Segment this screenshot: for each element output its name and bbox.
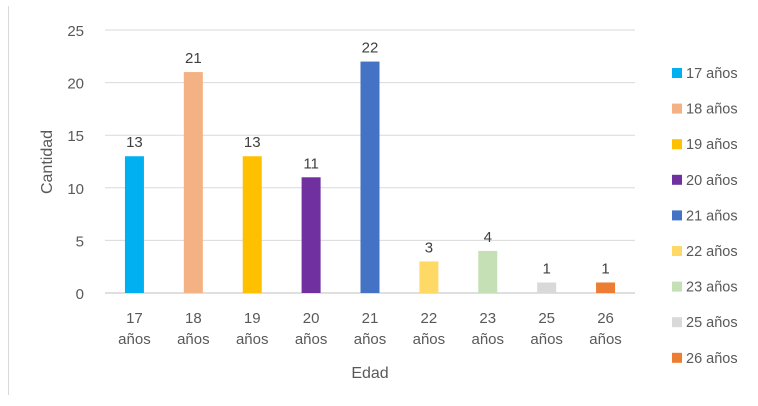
data-label: 13 [244,134,261,151]
legend-swatch [672,68,682,78]
x-tick-label: 22 años [413,310,446,348]
y-tick-label: 0 [76,286,84,303]
y-tick-label: 20 [67,76,84,93]
bar [301,177,321,293]
bar [242,156,262,293]
legend-label: 26 años [686,351,738,367]
legend-label: 18 años [686,102,738,118]
bar [183,72,203,293]
bar [478,250,498,293]
legend-swatch [672,352,682,363]
data-label: 21 [185,50,202,67]
x-tick-label: 25 años [530,310,563,348]
y-axis-ticks: 0 5 10 15 20 25 [67,23,84,303]
data-label: 11 [303,155,319,172]
data-label: 3 [425,239,433,256]
data-label: 1 [601,260,609,277]
bar [360,61,380,294]
legend-swatch [672,139,682,150]
x-tick-label: 23 años [472,310,505,348]
legend: 17 años 18 años 19 años 20 años 21 años 22 añ… [672,66,738,367]
y-tick-label: 5 [76,233,84,250]
y-tick-label: 15 [67,128,84,145]
x-tick-label: 20 años [295,310,328,348]
data-label: 4 [484,229,492,246]
x-tick-label: 26 años [589,310,622,348]
bar [124,156,144,293]
legend-label: 25 años [686,315,738,331]
y-axis-title: Cantidad [39,130,56,194]
legend-label: 23 años [686,280,738,296]
legend-label: 22 años [686,244,738,260]
legend-label: 19 años [686,137,738,153]
x-tick-label: 18 años [177,310,210,348]
data-label: 22 [362,40,379,57]
x-tick-label: 17 años [118,310,151,348]
data-label: 1 [542,260,550,277]
bar [419,261,439,293]
legend-swatch [672,174,682,185]
legend-label: 17 años [686,66,738,82]
bar [537,282,557,293]
x-tick-label: 19 años [236,310,269,348]
x-axis-ticks: 17 años 18 años 19 años 20 años 21 años 22 años 23 añ… [118,310,622,348]
bar [596,282,616,293]
legend-swatch [672,210,682,221]
bars [124,61,616,294]
x-tick-label: 21 años [354,310,387,348]
y-tick-label: 25 [67,23,84,40]
legend-swatch [672,281,682,292]
chart-frame-border [8,6,9,395]
legend-label: 21 años [686,208,738,224]
legend-label: 20 años [686,173,738,189]
y-tick-label: 10 [67,181,84,198]
legend-swatch [672,317,682,328]
legend-swatch [672,246,682,256]
data-label: 13 [126,134,143,151]
legend-swatch [672,103,682,114]
x-axis-title: Edad [351,365,388,382]
